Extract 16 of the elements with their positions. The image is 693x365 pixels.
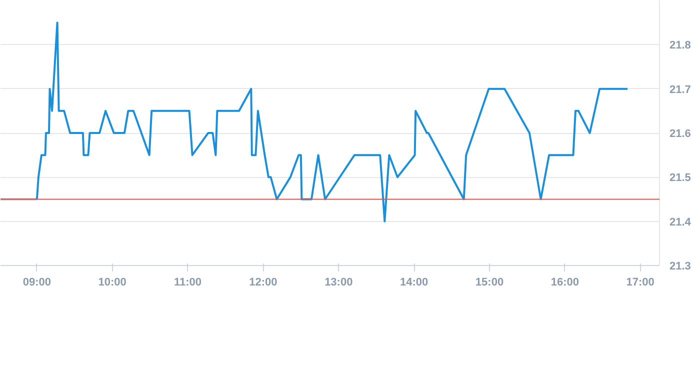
x-tick-label: 10:00 xyxy=(98,276,126,288)
x-tick-label: 11:00 xyxy=(174,276,202,288)
y-tick-label: 21.6 xyxy=(670,128,691,140)
x-tick-label: 09:00 xyxy=(22,276,52,288)
x-tick-label: 13:00 xyxy=(324,276,353,288)
x-tick-label: 12:00 xyxy=(249,276,278,288)
y-tick-label: 21.5 xyxy=(670,172,691,184)
y-tick-label: 21.4 xyxy=(670,216,692,228)
line-series xyxy=(36,22,629,222)
y-tick-label: 21.3 xyxy=(670,260,691,272)
y-tick-label: 21.8 xyxy=(670,40,691,52)
x-tick-label: 17:00 xyxy=(626,276,654,288)
x-tick-label: 14:00 xyxy=(400,276,428,288)
y-tick-label: 21.7 xyxy=(670,84,691,96)
x-tick-label: 15:00 xyxy=(475,276,504,288)
x-tick-label: 16:00 xyxy=(550,276,579,288)
